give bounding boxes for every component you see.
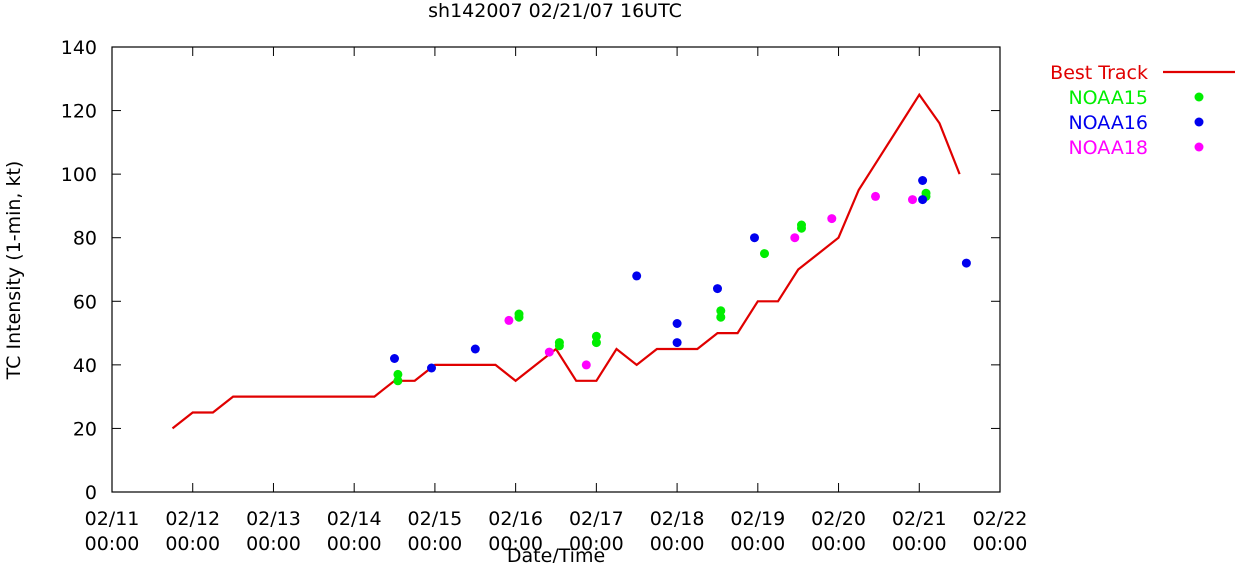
data-point-noaa18: [871, 191, 880, 201]
y-tick-label: 140: [61, 37, 97, 59]
data-point-noaa18: [827, 214, 837, 224]
x-tick-time-label: 00:00: [488, 533, 543, 555]
x-tick-time-label: 00:00: [730, 533, 785, 555]
x-tick-date-label: 02/15: [408, 508, 463, 530]
y-axis: 0 20 40 60 80 100 120 140: [61, 37, 1000, 504]
data-point-noaa18: [790, 233, 800, 243]
x-tick-time-label: 00:00: [569, 533, 624, 555]
y-tick-label: 20: [73, 418, 97, 440]
data-point-noaa15: [716, 312, 726, 322]
chart-title: sh142007 02/21/07 16UTC: [428, 0, 682, 22]
data-point-noaa16: [918, 176, 928, 185]
y-tick-label: 100: [61, 164, 97, 186]
data-point-noaa16: [750, 233, 759, 243]
data-point-noaa16: [918, 195, 928, 205]
x-tick-time-label: 00:00: [246, 533, 301, 555]
data-point-noaa15: [514, 312, 524, 322]
data-point-noaa15: [393, 369, 403, 379]
data-point-noaa16: [713, 284, 722, 294]
data-point-noaa16: [427, 363, 436, 373]
series-layer: [171, 92, 971, 430]
data-point-noaa15: [554, 341, 564, 351]
data-point-noaa16: [672, 338, 682, 348]
x-tick-time-label: 00:00: [408, 533, 463, 555]
x-tick-time-label: 00:00: [892, 533, 947, 555]
data-point-noaa16: [390, 354, 399, 363]
legend-swatch-dot: [1194, 142, 1204, 152]
x-tick-date-label: 02/20: [811, 508, 866, 530]
data-point-noaa15: [797, 223, 806, 233]
y-tick-label: 0: [85, 482, 97, 504]
plot-frame: [111, 46, 1001, 493]
y-axis-label: TC Intensity (1-min, kt): [3, 161, 25, 381]
data-point-noaa16: [470, 344, 480, 354]
x-tick-date-label: 02/22: [973, 508, 1028, 530]
x-tick-date-label: 02/17: [569, 508, 624, 530]
y-tick-label: 120: [61, 101, 97, 123]
data-point-noaa15: [760, 249, 769, 259]
x-tick-date-label: 02/14: [327, 508, 382, 530]
x-tick-time-label: 00:00: [811, 533, 866, 555]
legend-label-noaa16: NOAA16: [1068, 112, 1148, 134]
data-point-noaa15: [716, 306, 726, 316]
x-tick-date-label: 02/13: [246, 508, 301, 530]
data-point-noaa16: [632, 271, 642, 281]
x-axis-label: Date/Time: [507, 545, 605, 563]
x-tick-time-label: 00:00: [650, 533, 705, 555]
y-tick-label: 80: [73, 228, 97, 250]
legend-label-noaa18: NOAA18: [1068, 137, 1148, 159]
y-tick-label: 60: [73, 291, 97, 313]
y-tick-label: 40: [73, 355, 97, 377]
data-point-noaa16: [672, 319, 682, 328]
x-axis: 02/11 00:00 02/12 00:00 02/13 00:00 02/14 00:00…: [85, 47, 1028, 555]
data-point-noaa18: [544, 347, 554, 357]
x-tick-time-label: 00:00: [165, 533, 220, 555]
series-line-best-track: [171, 92, 961, 430]
data-point-noaa15: [591, 331, 601, 341]
x-tick-time-label: 00:00: [85, 533, 140, 555]
data-point-noaa18: [908, 195, 917, 205]
x-tick-date-label: 02/11: [85, 508, 140, 530]
legend-swatch-dot: [1194, 92, 1204, 102]
x-tick-date-label: 02/18: [650, 508, 705, 530]
legend-label-best-track: Best Track: [1050, 62, 1148, 84]
data-point-noaa16: [961, 258, 971, 268]
data-point-noaa18: [581, 360, 591, 370]
legend: Best Track NOAA15 NOAA16 NOAA18: [1050, 62, 1235, 159]
x-tick-date-label: 02/16: [488, 508, 543, 530]
data-point-noaa15: [591, 338, 601, 348]
x-tick-time-label: 00:00: [327, 533, 382, 555]
x-tick-date-label: 02/12: [165, 508, 220, 530]
data-point-noaa18: [504, 315, 514, 325]
x-tick-date-label: 02/19: [730, 508, 785, 530]
data-point-noaa15: [393, 376, 403, 386]
legend-label-noaa15: NOAA15: [1068, 87, 1148, 109]
legend-swatch-dot: [1194, 117, 1204, 127]
x-tick-date-label: 02/21: [892, 508, 947, 530]
x-tick-time-label: 00:00: [973, 533, 1028, 555]
